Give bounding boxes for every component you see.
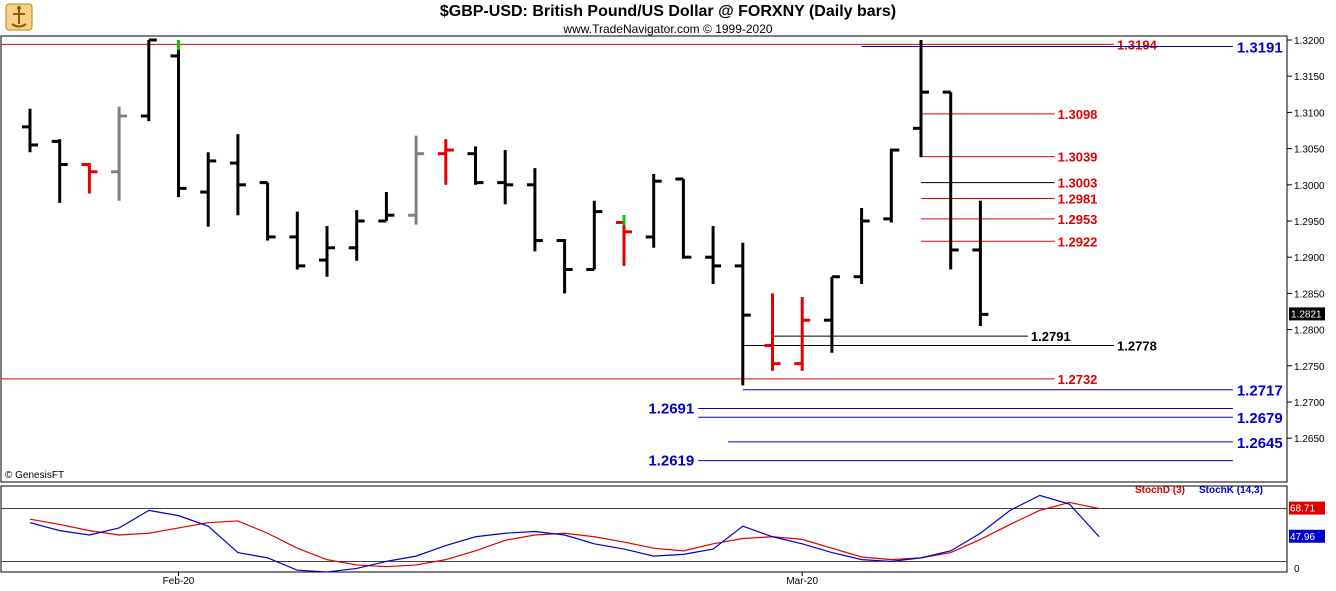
level-label: 1.2981 <box>1058 192 1098 207</box>
y-tick-label: 1.2650 <box>1294 434 1325 445</box>
y-tick-label: 1.2750 <box>1294 362 1325 373</box>
ohlc-bar <box>111 106 128 201</box>
stochastic-legend-k: StochK (14,3) <box>1199 485 1263 496</box>
stochastic-panel: 0 68.71 47.96 StochD (3) StochK (14,3) <box>0 485 1325 575</box>
level-label: 1.2619 <box>648 453 694 470</box>
ohlc-bar <box>853 207 870 284</box>
level-label: 1.2645 <box>1237 435 1283 452</box>
ohlc-bar <box>319 226 335 277</box>
level-label: 1.2922 <box>1058 234 1098 249</box>
stochastic-last-value: 68.71 <box>1290 504 1315 515</box>
level-label: 1.2791 <box>1031 329 1071 344</box>
level-label: 1.3194 <box>1117 37 1158 52</box>
stochastic-last-value-box <box>1289 529 1325 543</box>
ohlc-bar <box>22 108 38 153</box>
level-label: 1.2953 <box>1058 212 1098 227</box>
y-tick-label: 1.2950 <box>1294 217 1325 228</box>
chart-subtitle: www.TradeNavigator.com © 1999-2020 <box>563 22 773 36</box>
ohlc-bar <box>556 239 573 294</box>
stochastic-y-tick: 0 <box>1294 564 1300 575</box>
chart-title: $GBP-USD: British Pound/US Dollar @ FORX… <box>439 3 897 20</box>
ohlc-bar <box>170 40 187 198</box>
ohlc-bar <box>794 297 811 371</box>
ohlc-bar <box>913 40 929 158</box>
ohlc-bar <box>942 90 959 270</box>
y-tick-label: 1.2700 <box>1294 398 1325 409</box>
ohlc-bar <box>823 275 840 353</box>
ohlc-bar <box>586 200 603 272</box>
level-label: 1.2778 <box>1117 339 1157 354</box>
price-panel <box>0 35 1288 483</box>
stochastic-frame <box>0 485 1288 573</box>
ohlc-bar <box>734 242 751 386</box>
price-panel-frame <box>0 35 1288 483</box>
ohlc-bar <box>705 226 722 284</box>
ohlc-bar <box>259 181 276 241</box>
y-tick-label: 1.2900 <box>1294 253 1325 264</box>
trade-navigator-logo-icon <box>5 3 33 31</box>
ohlc-bar <box>972 200 989 326</box>
ohlc-bar <box>467 146 484 185</box>
level-label: 1.2732 <box>1058 372 1098 387</box>
ohlc-bar <box>200 152 217 227</box>
ohlc-bar <box>497 150 514 205</box>
date-axis: Feb-20 Mar-20 <box>163 572 818 587</box>
stochastic-last-value-box <box>1289 501 1325 515</box>
x-tick-label: Feb-20 <box>163 576 195 587</box>
stoch-k-line <box>29 494 1100 573</box>
y-tick-label: 1.3200 <box>1294 36 1325 47</box>
level-label: 1.2691 <box>648 401 694 418</box>
ohlc-bar <box>616 215 632 266</box>
x-tick-label: Mar-20 <box>786 576 818 587</box>
y-tick-label: 1.2800 <box>1294 326 1325 337</box>
ohlc-bar <box>140 38 157 122</box>
y-tick-label: 1.2850 <box>1294 289 1325 300</box>
ohlc-bar <box>408 135 425 225</box>
y-tick-label: 1.3100 <box>1294 108 1325 119</box>
ohlc-bar <box>51 139 68 203</box>
y-tick-label: 1.3050 <box>1294 145 1325 156</box>
stochastic-legend-d: StochD (3) <box>1135 485 1185 496</box>
ohlc-bar <box>229 134 246 216</box>
ohlc-bar <box>289 211 306 270</box>
level-label: 1.2717 <box>1237 383 1283 400</box>
level-label: 1.2679 <box>1237 410 1283 427</box>
ohlc-bar <box>378 192 395 223</box>
stochastic-last-value: 47.96 <box>1290 532 1315 543</box>
ohlc-bars <box>22 38 989 386</box>
price-axis: 1.3200 1.3150 1.3100 1.3050 1.3000 1.2950 1.29… <box>1287 36 1325 445</box>
ohlc-bar <box>437 139 454 185</box>
level-label: 1.3098 <box>1058 107 1098 122</box>
y-tick-label: 1.3000 <box>1294 181 1325 192</box>
ohlc-bar <box>645 173 662 248</box>
last-price-box <box>1289 307 1325 321</box>
copyright-label: © GenesisFT <box>5 470 64 481</box>
ohlc-bar <box>883 148 900 223</box>
level-label: 1.3039 <box>1058 150 1098 165</box>
ohlc-bar <box>81 163 98 194</box>
ohlc-bar <box>526 168 543 252</box>
y-tick-label: 1.3150 <box>1294 72 1325 83</box>
ohlc-bar <box>764 293 781 371</box>
ohlc-bar <box>675 177 692 259</box>
level-label: 1.3191 <box>1237 40 1283 57</box>
last-price-label: 1.2821 <box>1291 309 1322 320</box>
level-label: 1.3003 <box>1058 176 1098 191</box>
ohlc-bar <box>348 210 365 261</box>
